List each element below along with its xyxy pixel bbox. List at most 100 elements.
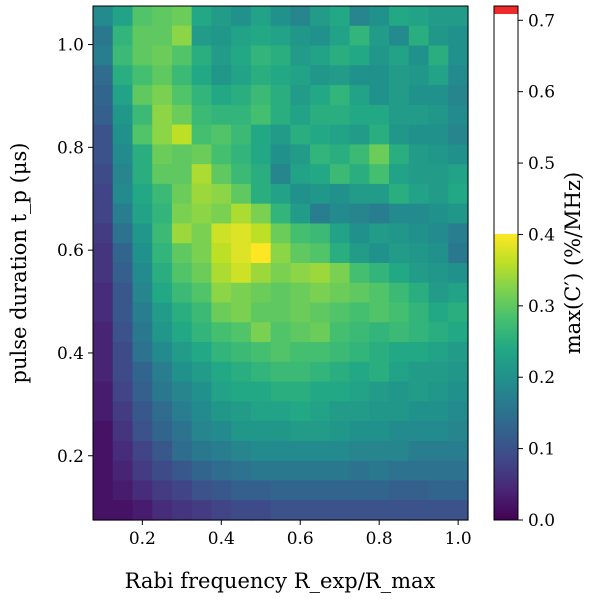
heatmap-cell <box>408 183 430 205</box>
heatmap-cell <box>369 243 390 264</box>
heatmap-cell <box>231 500 252 521</box>
heatmap-cell <box>448 460 469 482</box>
heatmap-cell <box>290 124 311 145</box>
heatmap-cell <box>428 460 449 482</box>
heatmap-cell <box>171 85 193 106</box>
heatmap-cell <box>191 263 213 284</box>
heatmap-cell <box>132 6 153 27</box>
heatmap-cell <box>290 183 311 205</box>
heatmap-cell <box>93 104 114 126</box>
heatmap-cell <box>152 361 173 383</box>
heatmap-cell <box>448 25 469 47</box>
heatmap-cell <box>270 401 291 422</box>
heatmap-cell <box>152 322 173 343</box>
heatmap-cell <box>171 421 193 442</box>
heatmap-cell <box>211 144 232 165</box>
heatmap-cell <box>171 263 193 284</box>
heatmap-cell <box>369 65 390 86</box>
heatmap-cell <box>152 342 173 363</box>
heatmap-cell <box>211 440 232 462</box>
heatmap-cell <box>152 65 173 86</box>
heatmap-cell <box>191 500 213 521</box>
heatmap-cell <box>290 85 311 106</box>
colorbar-overflow-marker <box>494 6 518 14</box>
heatmap-cell <box>93 500 114 521</box>
heatmap-cell <box>428 361 449 383</box>
heatmap-cell <box>191 243 213 264</box>
heatmap-cell <box>408 263 430 284</box>
heatmap-cell <box>250 440 272 462</box>
heatmap-cell <box>290 65 311 86</box>
heatmap-cell <box>112 421 134 442</box>
heatmap-cell <box>329 302 351 323</box>
heatmap-cell <box>310 500 331 521</box>
heatmap-cell <box>231 124 252 145</box>
heatmap-cell <box>270 500 291 521</box>
heatmap-cell <box>152 243 173 264</box>
heatmap-cell <box>231 25 252 47</box>
heatmap-cell <box>250 460 272 482</box>
heatmap-cell <box>112 85 134 106</box>
heatmap-cell <box>369 164 390 185</box>
heatmap-cell <box>211 342 232 363</box>
heatmap-cell <box>448 500 469 521</box>
heatmap-cell <box>191 282 213 304</box>
heatmap-cell <box>93 381 114 402</box>
heatmap-cell <box>389 381 410 402</box>
heatmap-cell <box>132 65 153 86</box>
heatmap-cell <box>369 421 390 442</box>
heatmap-cell <box>329 164 351 185</box>
heatmap-cell <box>408 440 430 462</box>
heatmap-cell <box>211 65 232 86</box>
heatmap-cell <box>310 243 331 264</box>
heatmap-cell <box>329 183 351 205</box>
heatmap-cell <box>389 6 410 27</box>
heatmap-cell <box>349 302 370 323</box>
heatmap-cell <box>211 124 232 145</box>
heatmap-cell <box>231 302 252 323</box>
heatmap-cell <box>369 223 390 244</box>
heatmap-cell <box>250 401 272 422</box>
heatmap-cell <box>152 223 173 244</box>
heatmap-cell <box>132 500 153 521</box>
heatmap-cell <box>349 203 370 225</box>
heatmap-cell <box>112 381 134 402</box>
heatmap-cell <box>310 361 331 383</box>
heatmap-cell <box>112 65 134 86</box>
heatmap-cell <box>132 421 153 442</box>
heatmap-cell <box>132 480 153 501</box>
heatmap-cell <box>428 6 449 27</box>
heatmap-cell <box>448 124 469 145</box>
heatmap-cell <box>191 124 213 145</box>
heatmap-cell <box>112 243 134 264</box>
heatmap-cell <box>310 480 331 501</box>
heatmap-cell <box>448 381 469 402</box>
heatmap-cell <box>112 480 134 501</box>
heatmap-cell <box>270 421 291 442</box>
heatmap-cell <box>93 124 114 145</box>
heatmap-cell <box>290 223 311 244</box>
heatmap-cell <box>310 164 331 185</box>
heatmap-cell <box>231 164 252 185</box>
heatmap-cell <box>112 183 134 205</box>
heatmap-cell <box>290 381 311 402</box>
heatmap-cell <box>290 6 311 27</box>
heatmap-cell <box>349 263 370 284</box>
heatmap-cell <box>93 65 114 86</box>
heatmap-cell <box>448 85 469 106</box>
heatmap-cell <box>389 263 410 284</box>
heatmap-cell <box>132 401 153 422</box>
heatmap-cell <box>448 183 469 205</box>
heatmap-cell <box>152 302 173 323</box>
heatmap-cell <box>349 183 370 205</box>
heatmap-cell <box>132 124 153 145</box>
heatmap-cell <box>408 500 430 521</box>
heatmap-cell <box>310 203 331 225</box>
heatmap-cell <box>310 45 331 66</box>
heatmap-cell <box>132 104 153 126</box>
heatmap-cell <box>211 45 232 66</box>
heatmap-cell <box>270 243 291 264</box>
heatmap-cell <box>448 342 469 363</box>
heatmap-cell <box>448 144 469 165</box>
heatmap-cell <box>349 65 370 86</box>
